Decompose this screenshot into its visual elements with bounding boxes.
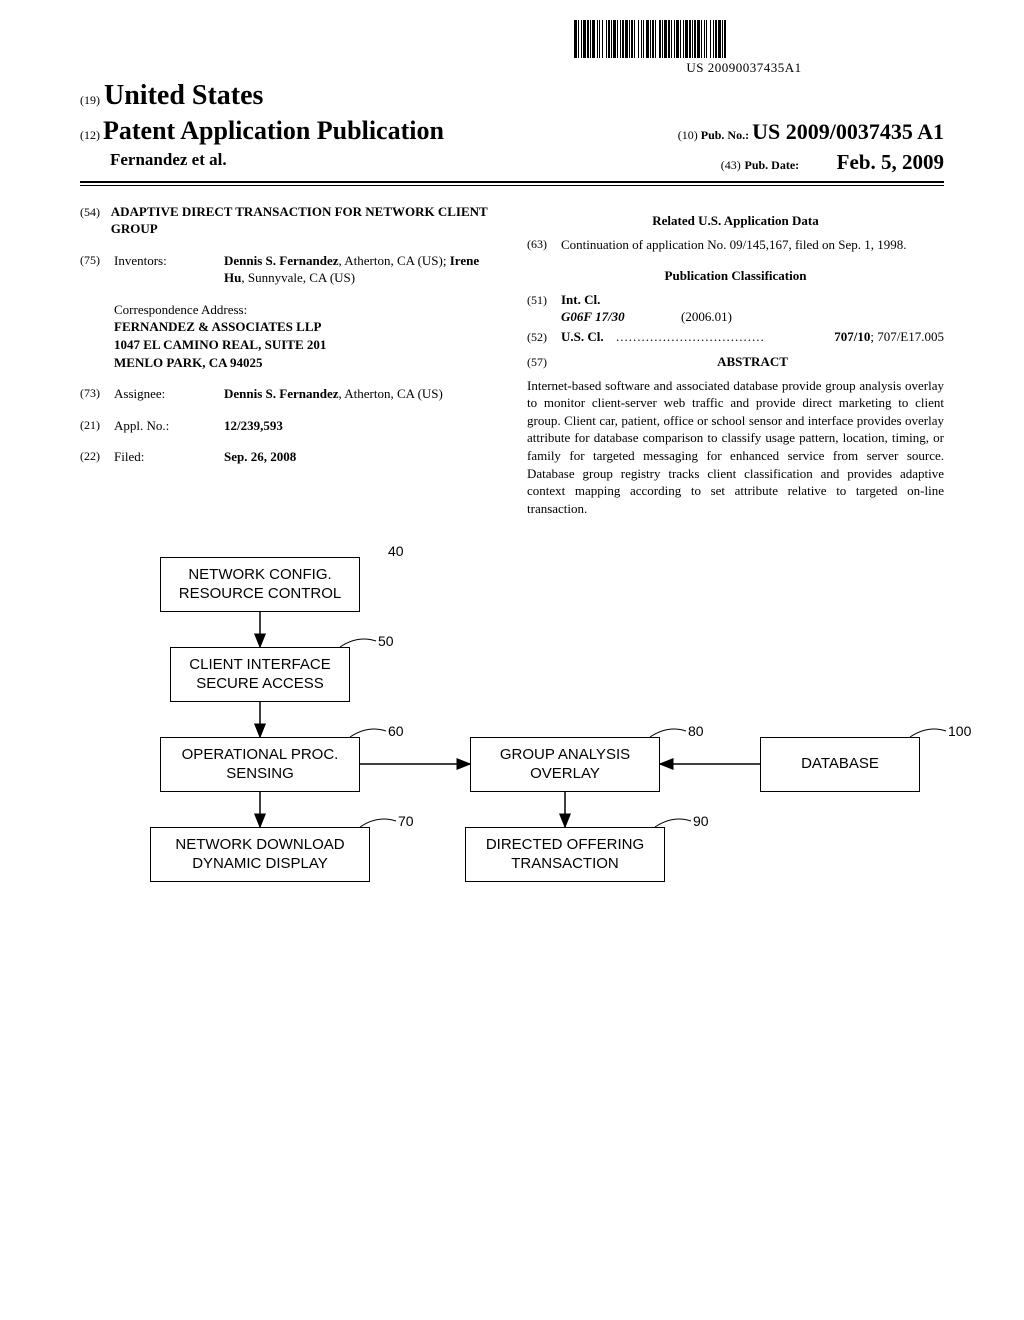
pub-no-value: US 2009/0037435 A1 xyxy=(752,119,944,144)
flow-box-text: SECURE ACCESS xyxy=(196,675,324,694)
flow-label-90: 90 xyxy=(693,813,709,829)
flow-box-text: SENSING xyxy=(226,765,294,784)
intcl-code: G06F 17/30 xyxy=(561,308,681,326)
correspondence-block: Correspondence Address: FERNANDEZ & ASSO… xyxy=(114,301,497,371)
abstract-label: ABSTRACT xyxy=(561,353,944,371)
flow-box-text: NETWORK DOWNLOAD xyxy=(175,836,344,855)
inventor-2-loc: , Sunnyvale, CA (US) xyxy=(241,270,355,285)
flow-box-text: NETWORK CONFIG. xyxy=(188,566,331,585)
uscl-value-wrap: 707/10; 707/E17.005 xyxy=(834,328,944,346)
related-data-head: Related U.S. Application Data xyxy=(527,212,944,230)
patent-page: US 20090037435A1 (19) United States (12)… xyxy=(0,0,1024,957)
field-num-52: (52) xyxy=(527,329,561,345)
left-column: (54) ADAPTIVE DIRECT TRANSACTION FOR NET… xyxy=(80,204,497,517)
field-num-10: (10) xyxy=(678,128,698,142)
assignee-name: Dennis S. Fernandez xyxy=(224,386,338,401)
header: (19) United States (12) Patent Applicati… xyxy=(80,80,944,186)
flow-box-text: CLIENT INTERFACE xyxy=(189,656,330,675)
flow-label-100: 100 xyxy=(948,723,971,739)
flow-box-60: OPERATIONAL PROC.SENSING xyxy=(160,737,360,792)
field-num-57: (57) xyxy=(527,354,561,370)
flow-box-text: GROUP ANALYSIS xyxy=(500,746,630,765)
intcl-year: (2006.01) xyxy=(681,308,732,326)
appl-no-label: Appl. No.: xyxy=(114,417,224,435)
field-num-19: (19) xyxy=(80,93,100,107)
publication-type: Patent Application Publication xyxy=(103,116,444,145)
flow-box-100: DATABASE xyxy=(760,737,920,792)
abstract-text: Internet-based software and associated d… xyxy=(527,377,944,517)
correspondence-line2: 1047 EL CAMINO REAL, SUITE 201 xyxy=(114,336,497,354)
body-columns: (54) ADAPTIVE DIRECT TRANSACTION FOR NET… xyxy=(80,204,944,517)
flow-label-80: 80 xyxy=(688,723,704,739)
pub-classification-head: Publication Classification xyxy=(527,267,944,285)
flow-box-text: DYNAMIC DISPLAY xyxy=(192,855,328,874)
uscl-extra: ; 707/E17.005 xyxy=(870,329,944,344)
flow-label-40: 40 xyxy=(388,543,404,559)
correspondence-label: Correspondence Address: xyxy=(114,301,497,319)
field-num-22: (22) xyxy=(80,448,114,466)
field-num-63: (63) xyxy=(527,236,561,254)
flow-box-text: RESOURCE CONTROL xyxy=(179,585,342,604)
flow-box-50: CLIENT INTERFACESECURE ACCESS xyxy=(170,647,350,702)
assignee-label: Assignee: xyxy=(114,385,224,403)
flow-box-40: NETWORK CONFIG.RESOURCE CONTROL xyxy=(160,557,360,612)
assignee-loc: , Atherton, CA (US) xyxy=(338,386,442,401)
uscl-dots: ................................... xyxy=(616,328,834,346)
inventors-value: Dennis S. Fernandez, Atherton, CA (US); … xyxy=(224,252,497,287)
inventor-1-loc: , Atherton, CA (US); xyxy=(338,253,449,268)
filed-label: Filed: xyxy=(114,448,224,466)
flowchart-figure: NETWORK CONFIG.RESOURCE CONTROL40CLIENT … xyxy=(120,557,980,927)
filed-value: Sep. 26, 2008 xyxy=(224,448,497,466)
flow-label-70: 70 xyxy=(398,813,414,829)
flow-box-text: TRANSACTION xyxy=(511,855,619,874)
flow-box-text: OVERLAY xyxy=(530,765,600,784)
flow-label-60: 60 xyxy=(388,723,404,739)
flow-box-70: NETWORK DOWNLOADDYNAMIC DISPLAY xyxy=(150,827,370,882)
field-num-75: (75) xyxy=(80,252,114,287)
flow-box-text: OPERATIONAL PROC. xyxy=(182,746,339,765)
uscl-label: U.S. Cl. xyxy=(561,328,616,346)
barcode-block: US 20090037435A1 xyxy=(574,20,914,76)
barcode-graphic xyxy=(574,20,914,58)
invention-title: ADAPTIVE DIRECT TRANSACTION FOR NETWORK … xyxy=(111,204,497,238)
inventors-label: Inventors: xyxy=(114,252,224,287)
continuation-text: Continuation of application No. 09/145,1… xyxy=(561,236,944,254)
field-num-43: (43) xyxy=(721,158,741,172)
field-num-21: (21) xyxy=(80,417,114,435)
intcl-label: Int. Cl. xyxy=(561,291,600,309)
assignee-value: Dennis S. Fernandez, Atherton, CA (US) xyxy=(224,385,497,403)
barcode-text: US 20090037435A1 xyxy=(574,60,914,76)
pub-date-value: Feb. 5, 2009 xyxy=(837,150,944,174)
header-divider xyxy=(80,185,944,186)
country-name: United States xyxy=(104,80,263,111)
field-num-73: (73) xyxy=(80,385,114,403)
field-num-54: (54) xyxy=(80,204,111,238)
uscl-value: 707/10 xyxy=(834,329,870,344)
right-column: Related U.S. Application Data (63) Conti… xyxy=(527,204,944,517)
flow-box-text: DIRECTED OFFERING xyxy=(486,836,644,855)
flow-label-50: 50 xyxy=(378,633,394,649)
authors-short: Fernandez et al. xyxy=(80,150,227,175)
pub-no-label: Pub. No.: xyxy=(701,128,749,142)
pub-date-label: Pub. Date: xyxy=(745,158,800,172)
correspondence-line3: MENLO PARK, CA 94025 xyxy=(114,354,497,372)
flow-box-text: DATABASE xyxy=(801,755,879,774)
appl-no-value: 12/239,593 xyxy=(224,417,497,435)
field-num-12: (12) xyxy=(80,128,100,142)
flow-box-90: DIRECTED OFFERINGTRANSACTION xyxy=(465,827,665,882)
field-num-51: (51) xyxy=(527,292,561,308)
flow-box-80: GROUP ANALYSISOVERLAY xyxy=(470,737,660,792)
correspondence-line1: FERNANDEZ & ASSOCIATES LLP xyxy=(114,318,497,336)
inventor-1-name: Dennis S. Fernandez xyxy=(224,253,338,268)
